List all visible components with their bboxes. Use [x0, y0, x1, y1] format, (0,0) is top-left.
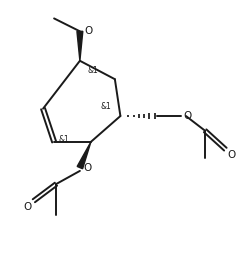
Text: &1: &1 [58, 135, 69, 144]
Text: O: O [83, 163, 92, 173]
Text: O: O [227, 150, 235, 160]
Text: O: O [24, 202, 32, 212]
Text: &1: &1 [87, 66, 98, 76]
Text: &1: &1 [100, 102, 111, 111]
Polygon shape [77, 142, 91, 169]
Text: O: O [84, 26, 93, 36]
Polygon shape [77, 31, 83, 61]
Text: O: O [184, 111, 192, 121]
